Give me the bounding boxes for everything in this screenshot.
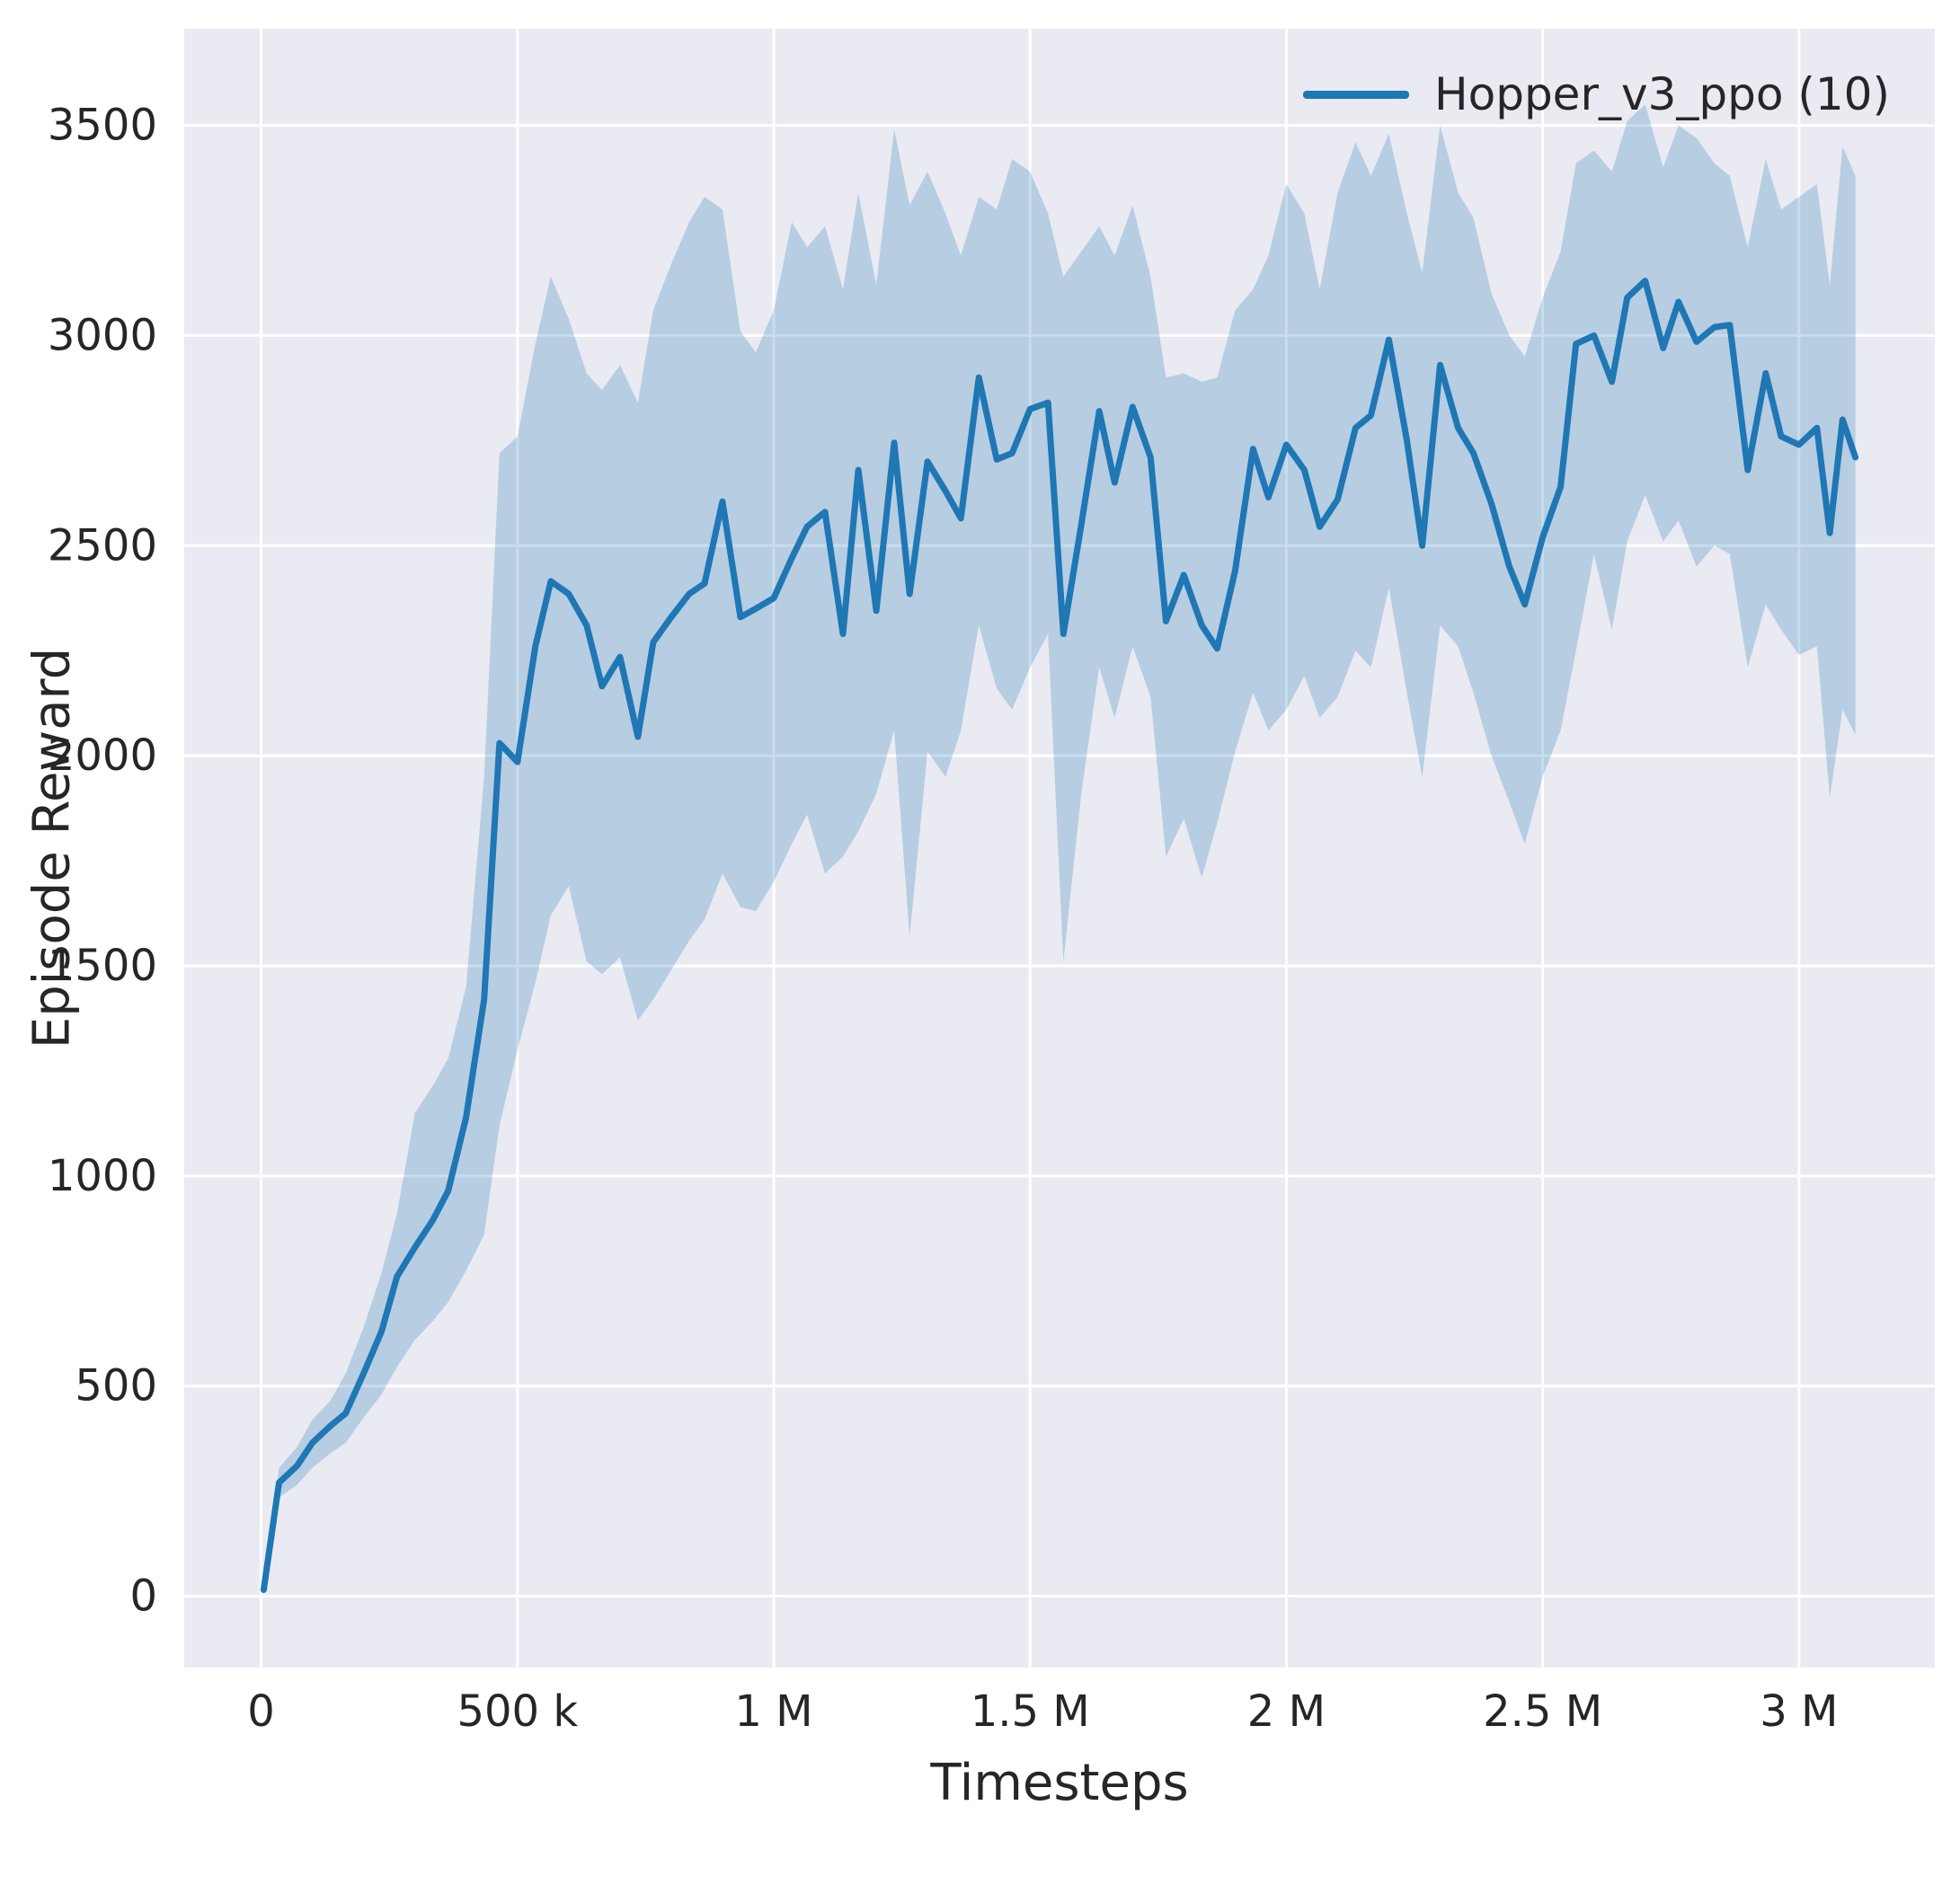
y-tick-label: 1500	[48, 941, 157, 991]
x-tick-label: 3 M	[1760, 1686, 1838, 1737]
x-tick-label: 2 M	[1247, 1686, 1326, 1737]
legend-line-swatch	[1303, 90, 1410, 99]
legend: Hopper_v3_ppo (10)	[1303, 68, 1890, 120]
gridlines	[184, 29, 1935, 1668]
x-tick-label: 2.5 M	[1483, 1686, 1602, 1737]
y-tick-label: 0	[129, 1571, 157, 1621]
y-tick-label: 3500	[48, 101, 157, 151]
mean-line	[260, 278, 1859, 1593]
y-tick-label: 2000	[48, 730, 157, 781]
x-tick-label: 0	[247, 1686, 275, 1737]
legend-label: Hopper_v3_ppo (10)	[1434, 68, 1890, 120]
y-tick-label: 3000	[48, 310, 157, 360]
confidence-band	[263, 104, 1856, 1593]
y-tick-label: 2500	[48, 520, 157, 571]
y-tick-label: 500	[75, 1361, 157, 1412]
x-tick-label: 1 M	[734, 1686, 812, 1737]
tick-labels: 0 500 k 1 M 1.5 M 2 M 2.5 M 3 M 0 500 1000 1500 200…	[48, 101, 1839, 1738]
y-axis-label: Episode Reward	[22, 647, 82, 1049]
y-tick-label: 1000	[48, 1151, 157, 1201]
x-axis-label: Timesteps	[930, 1754, 1189, 1812]
x-tick-label: 1.5 M	[971, 1686, 1090, 1737]
x-tick-label: 500 k	[457, 1686, 578, 1737]
plot-background	[184, 29, 1935, 1668]
